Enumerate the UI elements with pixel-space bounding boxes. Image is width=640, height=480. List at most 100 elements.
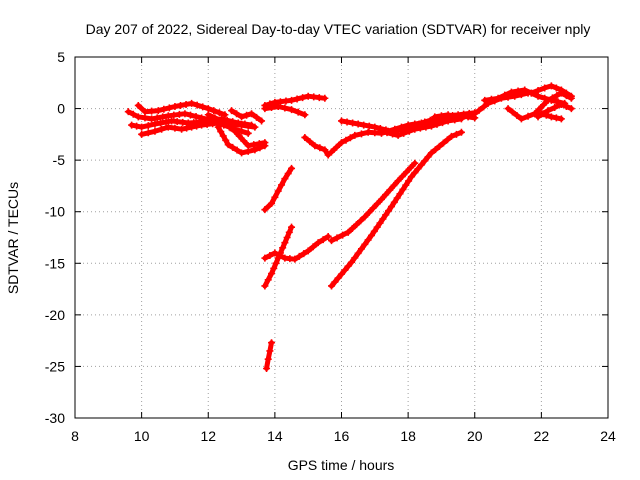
data-point [238, 149, 246, 157]
data-point [537, 110, 545, 118]
data-point [209, 120, 217, 128]
data-point [437, 112, 445, 120]
data-point [357, 245, 365, 253]
data-point [128, 121, 136, 129]
data-point [160, 105, 168, 113]
data-point [328, 282, 336, 290]
data-point [300, 250, 308, 258]
data-point [311, 142, 319, 150]
data-point [238, 113, 246, 121]
data-point [394, 177, 402, 185]
series-arc-x [328, 128, 465, 290]
series-arc-g [228, 107, 266, 125]
data-point [268, 339, 276, 347]
data-point [274, 187, 282, 195]
data-point [165, 104, 173, 112]
data-point [282, 97, 290, 105]
data-point [552, 114, 560, 122]
data-point [439, 119, 447, 127]
data-point [258, 117, 266, 125]
data-point [157, 119, 165, 127]
data-point [341, 266, 349, 274]
data-point [253, 113, 261, 121]
x-tick-label: 20 [467, 428, 483, 444]
data-point [211, 114, 219, 122]
data-point [373, 200, 381, 208]
data-point [179, 118, 187, 126]
data-point [228, 107, 236, 115]
data-point [244, 147, 252, 155]
data-point [487, 95, 495, 103]
data-point [176, 101, 184, 109]
data-point [270, 264, 278, 272]
data-point [251, 146, 259, 154]
data-point [192, 112, 200, 120]
data-point [134, 113, 142, 121]
data-point [144, 129, 152, 137]
data-point [540, 101, 548, 109]
data-point [250, 141, 258, 149]
data-point [567, 105, 575, 113]
data-point [306, 138, 314, 146]
chart-title: Day 207 of 2022, Sidereal Day-to-day VTE… [86, 21, 591, 37]
data-point [219, 132, 227, 140]
data-point [309, 243, 317, 251]
data-point [551, 104, 559, 112]
data-point [402, 168, 410, 176]
data-point [334, 274, 342, 282]
y-tick-label: -5 [53, 152, 66, 168]
data-point [328, 237, 336, 245]
data-point [315, 94, 323, 102]
data-point [283, 234, 291, 241]
data-point [494, 94, 502, 102]
series-arc-c [134, 99, 229, 119]
data-point [286, 255, 294, 263]
data-point [218, 117, 226, 125]
data-point [186, 111, 194, 119]
y-tick-label: 5 [57, 49, 65, 65]
data-point [268, 104, 276, 112]
data-point [248, 121, 256, 129]
data-point [431, 113, 439, 121]
y-tick-label: -25 [45, 358, 65, 374]
data-point [138, 123, 146, 131]
data-point [417, 161, 425, 169]
data-point [224, 141, 232, 149]
data-point [222, 120, 230, 128]
data-point [548, 94, 556, 102]
data-point [547, 82, 555, 90]
data-point [331, 278, 339, 286]
data-point [248, 110, 256, 118]
data-point [221, 111, 229, 119]
data-point [268, 199, 276, 207]
data-point [407, 173, 415, 181]
data-point [244, 129, 252, 137]
data-point [411, 125, 419, 133]
data-point [324, 232, 332, 240]
data-point [153, 114, 161, 122]
data-point [240, 137, 248, 145]
data-point [544, 96, 552, 104]
data-point [369, 204, 377, 212]
data-point [365, 208, 373, 216]
data-point [162, 118, 170, 126]
series-arc-j [301, 133, 332, 159]
data-point [261, 142, 269, 150]
data-point [514, 87, 522, 95]
data-point [457, 128, 465, 136]
data-point [158, 125, 166, 133]
data-point [328, 148, 336, 156]
data-point [527, 89, 535, 97]
series-arc-d [138, 119, 252, 138]
data-point [154, 107, 162, 115]
data-point [376, 219, 384, 227]
data-point [182, 100, 190, 108]
data-point [444, 117, 452, 125]
data-point [451, 112, 459, 120]
x-tick-label: 12 [200, 428, 216, 444]
data-point [344, 228, 352, 236]
data-point [348, 224, 356, 232]
data-point [389, 130, 397, 138]
data-point [367, 231, 375, 239]
data-point [416, 124, 424, 132]
